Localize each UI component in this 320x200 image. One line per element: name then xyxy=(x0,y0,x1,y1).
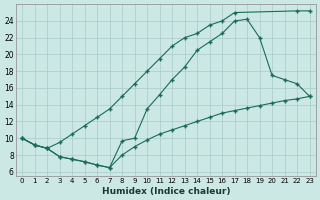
X-axis label: Humidex (Indice chaleur): Humidex (Indice chaleur) xyxy=(102,187,230,196)
